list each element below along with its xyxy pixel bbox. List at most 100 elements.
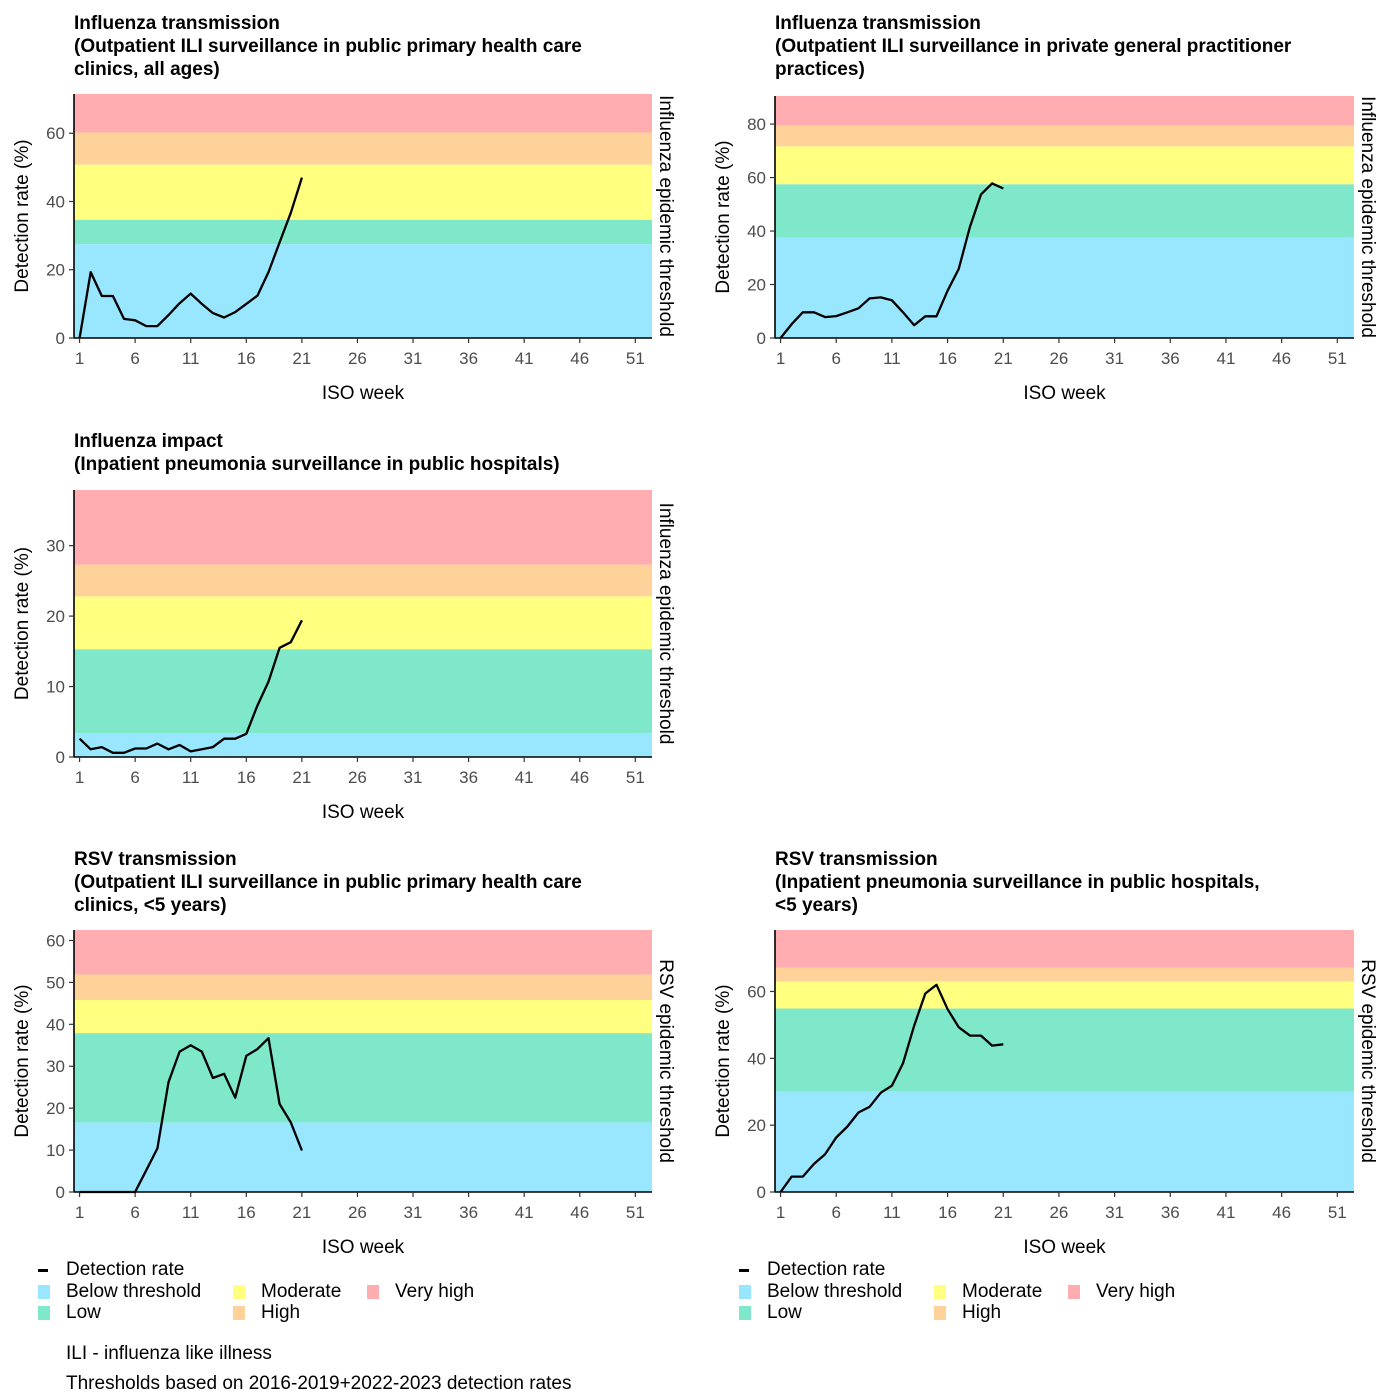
x-tick-label: 26: [1049, 349, 1068, 368]
x-tick-label: 26: [348, 1203, 367, 1222]
y-tick-label: 40: [46, 192, 65, 211]
x-tick-label: 36: [459, 1203, 478, 1222]
series-line-detection-rate: [79, 1037, 303, 1194]
legend-swatch-very-high: [1068, 1285, 1080, 1299]
right-threshold-label: RSV epidemic threshold: [655, 959, 676, 1163]
x-tick-label: 21: [292, 349, 311, 368]
band-moderate: [74, 164, 652, 220]
x-tick-label: 51: [626, 349, 645, 368]
band-low: [74, 1033, 652, 1123]
chart-title-line: clinics, all ages): [74, 59, 220, 80]
y-tick-label: 60: [747, 982, 766, 1001]
band-high: [74, 974, 652, 1001]
band-low: [74, 649, 652, 734]
legend-item-below: Below threshold: [739, 1281, 902, 1303]
band-high: [775, 125, 1354, 147]
x-tick-label: 6: [832, 349, 841, 368]
x-tick-label: 11: [883, 349, 901, 368]
chart-title-line: RSV transmission: [775, 849, 938, 870]
legend-label-high: High: [962, 1302, 1002, 1323]
chart-title-line: <5 years): [775, 895, 858, 916]
x-tick-label: 16: [237, 768, 256, 787]
x-tick-label: 1: [776, 349, 785, 368]
band-low: [775, 1008, 1354, 1092]
legend-swatch-moderate: [934, 1285, 946, 1299]
x-tick-label: 11: [182, 1203, 200, 1222]
legend-swatch-high: [934, 1306, 946, 1320]
chart-title-line: Influenza impact: [74, 431, 224, 452]
x-tick-label: 41: [1216, 1203, 1235, 1222]
right-threshold-label: Influenza epidemic threshold: [655, 503, 676, 745]
y-tick-label: 0: [56, 329, 65, 348]
chart-title-line: (Inpatient pneumonia surveillance in pub…: [775, 872, 1260, 893]
y-tick-label: 40: [747, 1049, 766, 1068]
x-tick-label: 11: [182, 768, 200, 787]
band-high: [775, 967, 1354, 982]
y-axis-label: Detection rate (%): [713, 140, 734, 293]
x-tick-label: 6: [130, 1203, 139, 1222]
band-below: [775, 1091, 1354, 1192]
x-tick-label: 46: [570, 349, 589, 368]
y-tick-label: 30: [46, 1057, 65, 1076]
band-very-high: [74, 490, 652, 565]
band-below: [74, 1122, 652, 1192]
y-tick-label: 20: [747, 1116, 766, 1135]
legend-label-very-high: Very high: [1096, 1281, 1176, 1302]
series-line-detection-rate: [78, 177, 303, 339]
x-tick-label: 16: [938, 1203, 957, 1222]
x-tick-label: 51: [626, 768, 645, 787]
legend-label-low: Low: [767, 1302, 802, 1323]
x-tick-label: 36: [1161, 349, 1180, 368]
x-tick-label: 46: [1272, 1203, 1291, 1222]
legend-line-entry: Detection rate: [38, 1259, 184, 1281]
x-tick-label: 31: [1105, 349, 1124, 368]
x-tick-label: 26: [348, 768, 367, 787]
x-tick-label: 6: [130, 349, 139, 368]
x-tick-label: 41: [515, 349, 534, 368]
chart-title-line: (Outpatient ILI surveillance in public p…: [74, 36, 582, 57]
x-tick-label: 6: [832, 1203, 841, 1222]
band-high: [74, 132, 652, 165]
chart-title-line: Influenza transmission: [775, 13, 981, 34]
x-tick-label: 16: [237, 349, 256, 368]
x-tick-label: 21: [292, 768, 311, 787]
legend-swatch-low: [38, 1306, 50, 1320]
band-low: [74, 219, 652, 245]
band-moderate: [74, 596, 652, 650]
y-axis-label: Detection rate (%): [12, 547, 33, 700]
chart-title-line: (Outpatient ILI surveillance in public p…: [74, 872, 582, 893]
x-axis-label: ISO week: [322, 383, 405, 404]
y-tick-label: 20: [46, 607, 65, 626]
legend-item-moderate: Moderate: [934, 1281, 1042, 1303]
y-axis-label: Detection rate (%): [713, 984, 734, 1137]
x-tick-label: 36: [1161, 1203, 1180, 1222]
legend-label-very-high: Very high: [395, 1281, 475, 1302]
band-moderate: [775, 981, 1354, 1009]
y-tick-label: 10: [46, 1141, 65, 1160]
x-tick-label: 41: [515, 1203, 534, 1222]
x-tick-label: 11: [182, 349, 200, 368]
x-tick-label: 1: [75, 349, 84, 368]
x-tick-label: 16: [938, 349, 957, 368]
y-tick-label: 20: [46, 1099, 65, 1118]
legend-item-very-high: Very high: [367, 1281, 474, 1303]
series-line-detection-rate: [78, 619, 303, 754]
footnote-ili: ILI - influenza like illness: [66, 1343, 272, 1364]
y-tick-label: 40: [747, 222, 766, 241]
y-tick-label: 60: [46, 124, 65, 143]
y-tick-label: 0: [56, 748, 65, 767]
x-tick-label: 21: [994, 1203, 1013, 1222]
legend-item-low: Low: [739, 1302, 802, 1324]
x-tick-label: 51: [1328, 349, 1347, 368]
x-tick-label: 11: [883, 1203, 901, 1222]
y-tick-label: 10: [46, 678, 65, 697]
legend-left: Detection rate Below threshold Low Moder…: [38, 1259, 638, 1329]
legend-swatch-high: [233, 1306, 245, 1320]
legend-item-high: High: [934, 1302, 1001, 1324]
chart-title-line: (Outpatient ILI surveillance in private …: [775, 36, 1292, 57]
footnote-thresholds: Thresholds based on 2016-2019+2022-2023 …: [66, 1373, 572, 1394]
